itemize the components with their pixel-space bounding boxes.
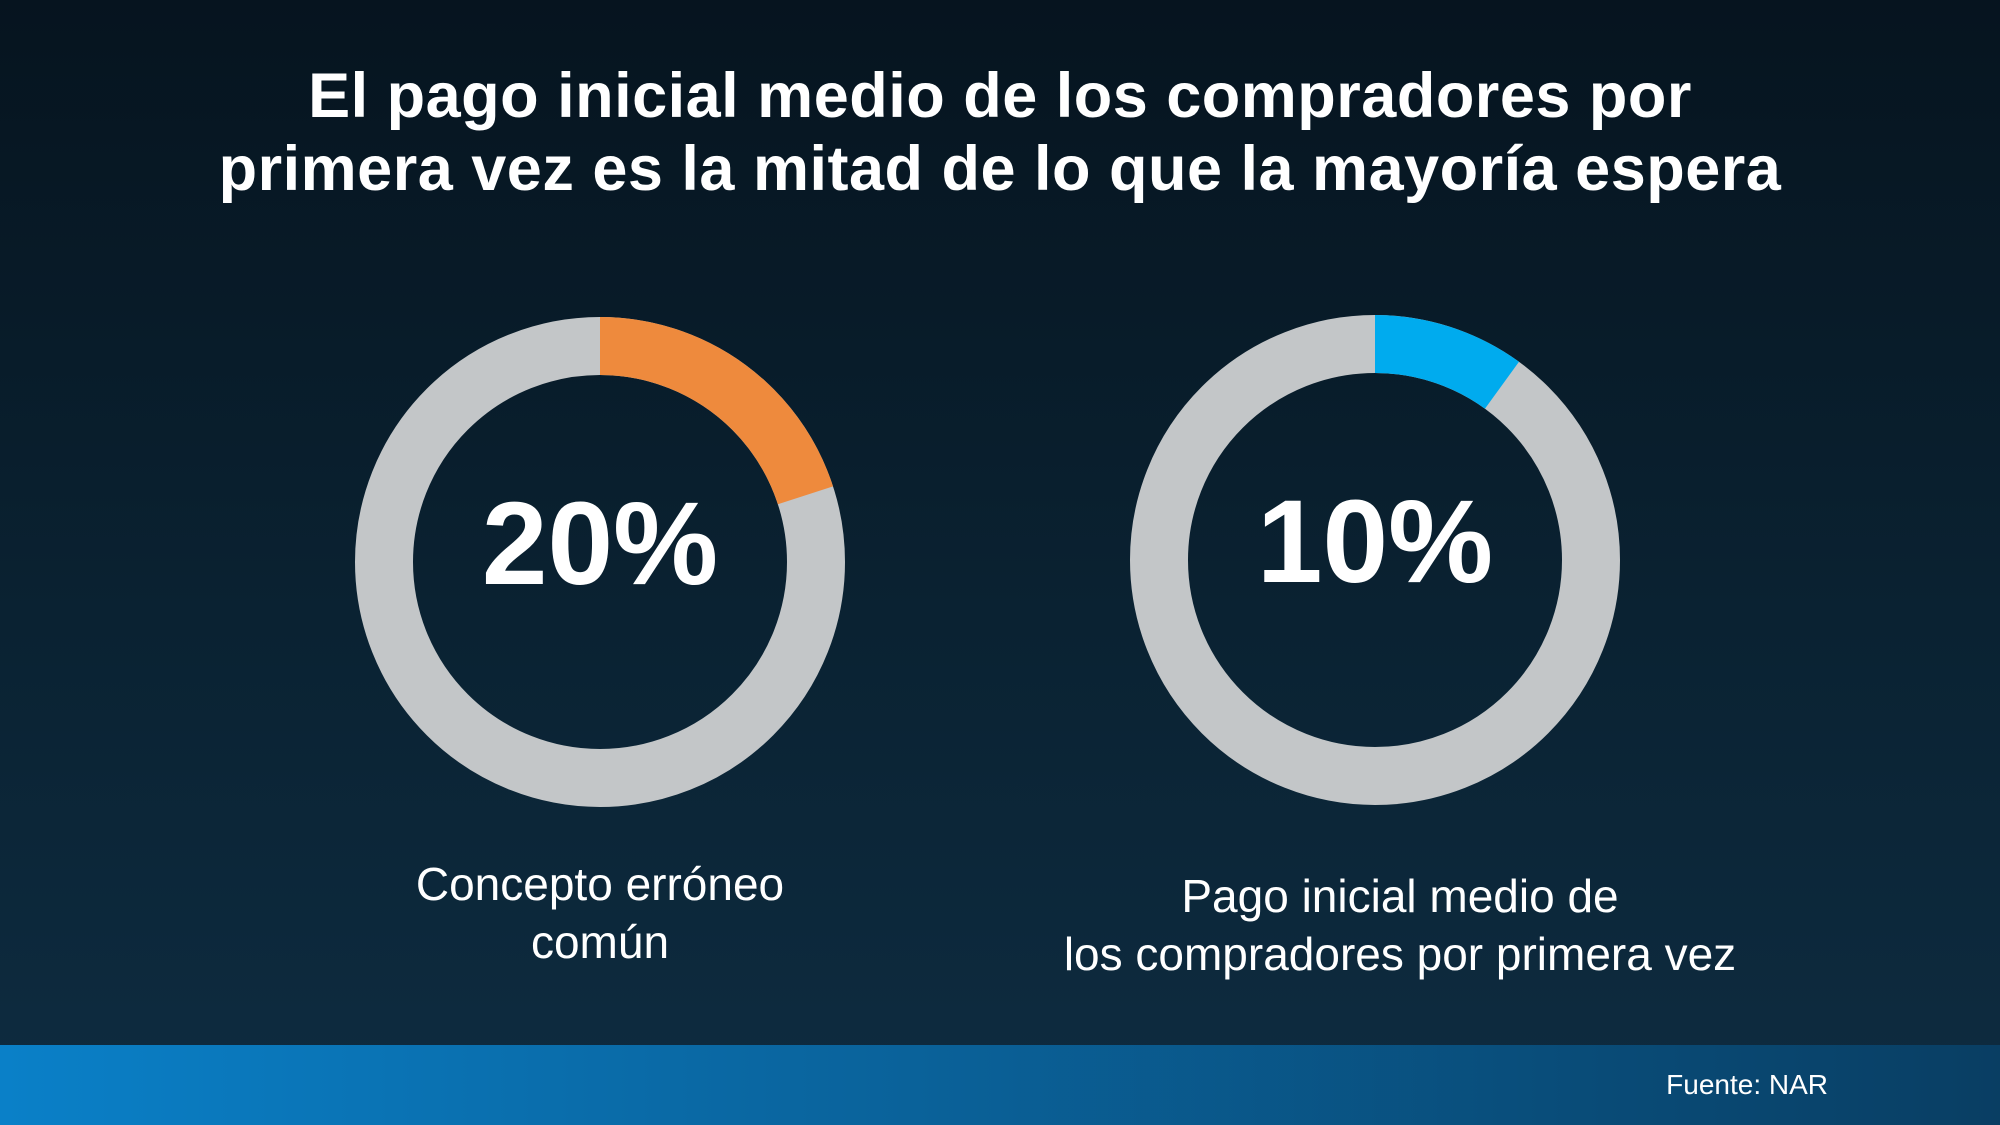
caption-median-downpayment: Pago inicial medio de los compradores po… [1000,868,1800,984]
caption-line: Pago inicial medio de [1181,870,1619,922]
footer-bar: Fuente: NAR [0,1045,2000,1125]
donut-chart-misconception-svg [355,317,845,807]
caption-line: los compradores por primera vez [1063,927,1737,980]
source-label: Fuente: NAR [1666,1069,1828,1100]
caption-line: Concepto erróneo [415,858,785,910]
page-title: El pago inicial medio de los compradores… [0,60,2000,206]
donut-chart-median-downpayment-svg [1130,315,1620,805]
ring-value-arc [355,317,845,807]
caption-line: común [530,915,670,968]
caption-misconception: Concepto erróneo común [200,856,1000,972]
ring-value-arc [1130,315,1620,805]
donut-chart-median-downpayment: 10% [1130,315,1620,805]
donut-chart-misconception: 20% [355,317,845,807]
ring-remainder-arc [1130,315,1620,805]
page-title-line-1: El pago inicial medio de los compradores… [308,61,1692,131]
page-title-line-2: primera vez es la mitad de lo que la may… [218,134,1782,205]
